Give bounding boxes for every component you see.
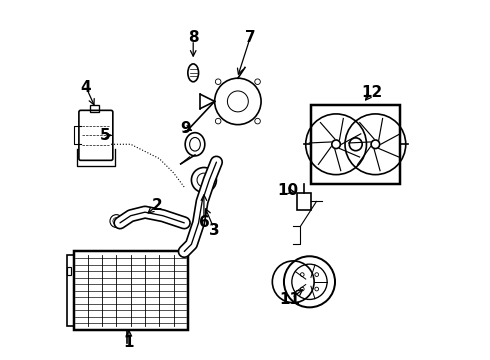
Text: 6: 6 [198,215,209,230]
Bar [67,267,71,275]
Bar [67,255,74,327]
Bar [297,193,311,210]
Bar [90,105,99,112]
Text: 11: 11 [279,292,300,307]
Text: 12: 12 [361,85,382,100]
Text: 9: 9 [181,121,192,136]
Text: 8: 8 [188,30,198,45]
Text: 10: 10 [277,183,298,198]
Text: 5: 5 [99,128,110,143]
Text: 4: 4 [81,80,91,95]
Bar [74,251,188,330]
Text: 2: 2 [152,198,163,212]
Text: 3: 3 [209,222,220,238]
Text: 1: 1 [123,335,134,350]
Bar [311,105,400,184]
Text: 7: 7 [245,30,256,45]
